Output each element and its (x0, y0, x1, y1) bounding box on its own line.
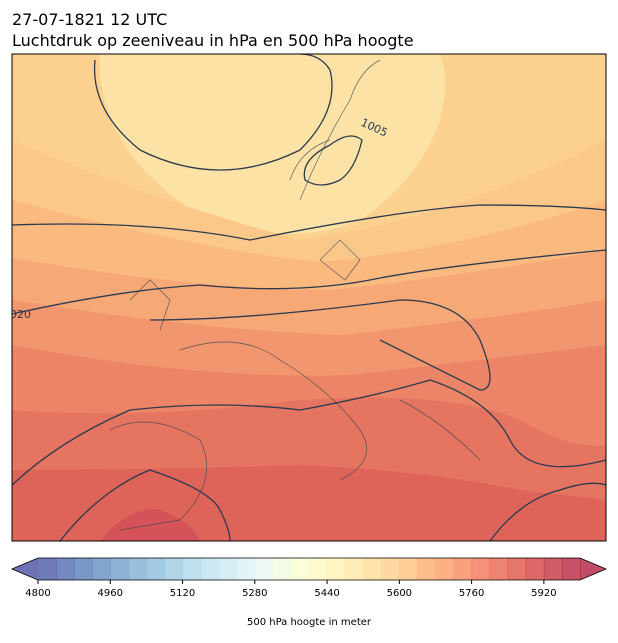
band (99, 54, 445, 234)
colorbar-cell (435, 558, 455, 580)
colorbar-cell (417, 558, 436, 580)
colorbar-tick-label: 4800 (25, 588, 50, 599)
colorbar-tick-label: 5280 (242, 588, 267, 599)
contour-label: 1020 (3, 308, 31, 321)
isobar (59, 469, 231, 541)
colorbar: 4800 4960 5120 5280 5440 5600 5760 5920 (10, 557, 608, 599)
colorbar-cell (38, 558, 57, 580)
colorbar-tick-label: 5440 (314, 588, 339, 599)
title-description: Luchtdruk op zeeniveau in hPa en 500 hPa… (12, 31, 414, 50)
colorbar-tick-label: 5920 (531, 588, 556, 599)
map: 1005 1020 (3, 54, 606, 541)
map-frame (11, 53, 607, 542)
colorbar-tick-label: 5120 (170, 588, 195, 599)
colorbar-cell (345, 558, 364, 580)
colorbar-cell (110, 558, 129, 580)
isobar (489, 482, 606, 541)
colorbar-cell (363, 558, 382, 580)
colorbar-cell (561, 558, 581, 580)
colorbar-cell (272, 558, 292, 580)
isobar (12, 379, 606, 486)
isobar (93, 54, 333, 171)
colorbar-cell (507, 558, 527, 580)
colorbar-cell (309, 558, 328, 580)
title-date: 27-07-1821 12 UTC (12, 10, 167, 29)
colorbar-cell (56, 558, 75, 580)
colorbar-cell (525, 558, 545, 580)
colorbar-tick-label: 5760 (459, 588, 484, 599)
colorbar-tick-label: 5600 (387, 588, 412, 599)
coastline (109, 59, 481, 531)
colorbar-cell (381, 558, 400, 580)
colorbar-cell (200, 558, 220, 580)
colorbar-extend (580, 558, 606, 580)
colorbar-cell (471, 558, 491, 580)
colorbar-cell (489, 558, 509, 580)
colorbar-cell (290, 558, 310, 580)
isobar (12, 204, 606, 241)
colorbar-cell (74, 558, 93, 580)
colorbar-cell (92, 558, 111, 580)
colorbar-cell (182, 558, 202, 580)
colorbar-outline (10, 557, 608, 581)
colorbar-cell (146, 558, 165, 580)
colorbar-cell (327, 558, 346, 580)
colorbar-extend (12, 558, 38, 580)
isobar (149, 299, 491, 391)
colorbar-cell (128, 558, 147, 580)
colorbar-cell (543, 558, 563, 580)
isobar (12, 249, 606, 315)
isobar (303, 135, 363, 186)
colorbar-cell (164, 558, 184, 580)
colorbar-cell (236, 558, 256, 580)
colorbar-label: 500 hPa hoogte in meter (247, 617, 372, 628)
colorbar-cell (254, 558, 274, 580)
colorbar-tick-label: 4960 (98, 588, 123, 599)
colorbar-cell (218, 558, 238, 580)
colorbar-cell (399, 558, 418, 580)
colorbar-cell (453, 558, 473, 580)
